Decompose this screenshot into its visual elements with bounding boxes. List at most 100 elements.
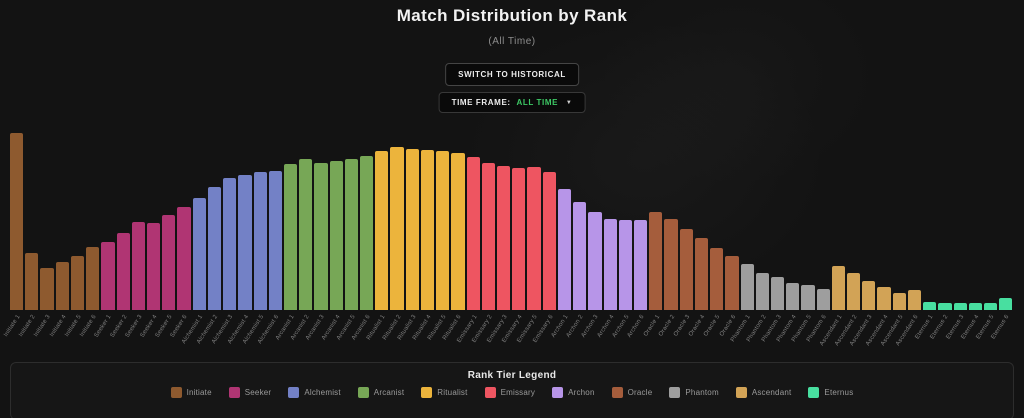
bar-group: Emissary 2 [471, 125, 495, 344]
bar-emissary-2[interactable] [481, 163, 495, 310]
bar-emissary-6[interactable] [542, 172, 556, 310]
bar-group: Seeker 6 [170, 125, 191, 339]
bar-alchemist-1[interactable] [192, 198, 206, 310]
bar-ritualist-5[interactable] [436, 151, 450, 310]
bar-initiate-5[interactable] [70, 256, 85, 310]
bar-ascendant-3[interactable] [862, 281, 876, 310]
bar-eternus-3[interactable] [953, 303, 967, 310]
bar-seeker-3[interactable] [131, 222, 145, 310]
bar-archon-2[interactable] [573, 202, 587, 310]
bar-arcanist-4[interactable] [329, 161, 343, 310]
bar-seeker-4[interactable] [146, 223, 161, 310]
bar-oracle-4[interactable] [694, 238, 709, 310]
bar-ritualist-2[interactable] [390, 147, 404, 310]
bar-ascendant-4[interactable] [877, 287, 891, 310]
bar-initiate-4[interactable] [55, 262, 69, 310]
legend-swatch-icon [228, 387, 240, 398]
bar-alchemist-3[interactable] [223, 178, 237, 310]
bar-emissary-3[interactable] [497, 166, 511, 310]
bar-phantom-4[interactable] [786, 283, 800, 310]
bar-phantom-2[interactable] [755, 273, 769, 310]
bar-archon-1[interactable] [557, 189, 572, 310]
switch-to-historical-button[interactable]: SWITCH TO HISTORICAL [445, 63, 579, 86]
bar-archon-4[interactable] [603, 219, 617, 310]
bar-group: Ascendant 2 [834, 125, 861, 347]
bar-alchemist-2[interactable] [207, 187, 222, 310]
bar-group: Seeker 4 [140, 125, 161, 339]
bar-alchemist-6[interactable] [268, 171, 282, 310]
bar-seeker-1[interactable] [101, 242, 115, 310]
bar-group: Emissary 1 [456, 125, 480, 344]
bar-seeker-6[interactable] [177, 207, 191, 310]
bar-initiate-6[interactable] [86, 247, 100, 310]
bar-group: Ritualist 1 [366, 125, 389, 341]
legend-item-archon[interactable]: Archon [552, 387, 595, 398]
legend-items: Initiate Seeker Alchemist Arcanist Ritualist… [11, 387, 1013, 398]
bar-group: Initiate 4 [49, 125, 69, 338]
bar-emissary-1[interactable] [466, 157, 480, 310]
bar-seeker-5[interactable] [162, 215, 176, 310]
bar-eternus-1[interactable] [923, 302, 937, 310]
legend-item-eternus[interactable]: Eternus [808, 387, 853, 398]
bar-arcanist-2[interactable] [299, 159, 313, 310]
legend-item-emissary[interactable]: Emissary [484, 387, 536, 398]
legend-item-phantom[interactable]: Phantom [669, 387, 719, 398]
legend-label: Archon [568, 388, 595, 397]
legend-swatch-icon [484, 387, 496, 398]
bar-archon-3[interactable] [588, 212, 602, 310]
bar-ritualist-6[interactable] [451, 153, 465, 310]
bar-phantom-1[interactable] [740, 264, 754, 310]
legend-label: Ritualist [437, 388, 468, 397]
bar-eternus-4[interactable] [968, 303, 982, 310]
bar-ascendant-2[interactable] [847, 273, 861, 310]
bar-eternus-2[interactable] [938, 303, 952, 310]
bar-ascendant-5[interactable] [892, 293, 906, 310]
legend-item-ritualist[interactable]: Ritualist [421, 387, 467, 398]
bar-arcanist-3[interactable] [314, 163, 328, 310]
bar-phantom-6[interactable] [816, 289, 830, 310]
bar-group: Oracle 1 [643, 125, 663, 338]
bar-phantom-3[interactable] [770, 277, 785, 310]
bar-group: Archon 4 [596, 125, 617, 339]
bar-alchemist-5[interactable] [253, 172, 267, 310]
bar-ritualist-3[interactable] [405, 149, 419, 310]
bar-group: Eternus 2 [930, 125, 952, 340]
bar-ritualist-4[interactable] [420, 150, 435, 310]
bar-initiate-1[interactable] [10, 133, 24, 310]
bar-alchemist-4[interactable] [238, 175, 252, 310]
bar-group: Alchemist 3 [212, 125, 237, 345]
bar-eternus-6[interactable] [999, 298, 1013, 310]
bar-emissary-4[interactable] [512, 168, 526, 310]
bar-ascendant-6[interactable] [907, 290, 922, 310]
bar-arcanist-5[interactable] [344, 159, 359, 310]
bar-archon-6[interactable] [633, 220, 648, 310]
bar-initiate-3[interactable] [40, 268, 54, 310]
bar-ascendant-1[interactable] [831, 266, 846, 310]
bar-emissary-5[interactable] [527, 167, 541, 310]
legend-item-ascendant[interactable]: Ascendant [735, 387, 792, 398]
legend-item-oracle[interactable]: Oracle [611, 387, 653, 398]
bar-ritualist-1[interactable] [375, 151, 389, 310]
bar-eternus-5[interactable] [984, 303, 998, 310]
timeframe-dropdown[interactable]: TIME FRAME: ALL TIME ▼ [438, 92, 586, 113]
bar-phantom-5[interactable] [801, 285, 815, 310]
bar-oracle-6[interactable] [725, 256, 739, 310]
bar-group: Eternus 4 [960, 125, 982, 340]
bar-arcanist-1[interactable] [283, 164, 298, 310]
bar-oracle-2[interactable] [664, 219, 678, 310]
legend-label: Arcanist [373, 388, 405, 397]
legend-label: Oracle [627, 388, 653, 397]
legend-item-initiate[interactable]: Initiate [170, 387, 212, 398]
legend-item-seeker[interactable]: Seeker [228, 387, 272, 398]
legend-item-arcanist[interactable]: Arcanist [357, 387, 405, 398]
bar-oracle-3[interactable] [679, 229, 693, 310]
bar-seeker-2[interactable] [116, 233, 130, 310]
bar-group: Emissary 4 [502, 125, 526, 344]
legend-item-alchemist[interactable]: Alchemist [288, 387, 341, 398]
bar-archon-5[interactable] [618, 220, 632, 310]
bar-oracle-5[interactable] [710, 248, 724, 310]
bar-oracle-1[interactable] [649, 212, 663, 310]
bar-arcanist-6[interactable] [360, 156, 374, 310]
bar-initiate-2[interactable] [25, 253, 39, 310]
